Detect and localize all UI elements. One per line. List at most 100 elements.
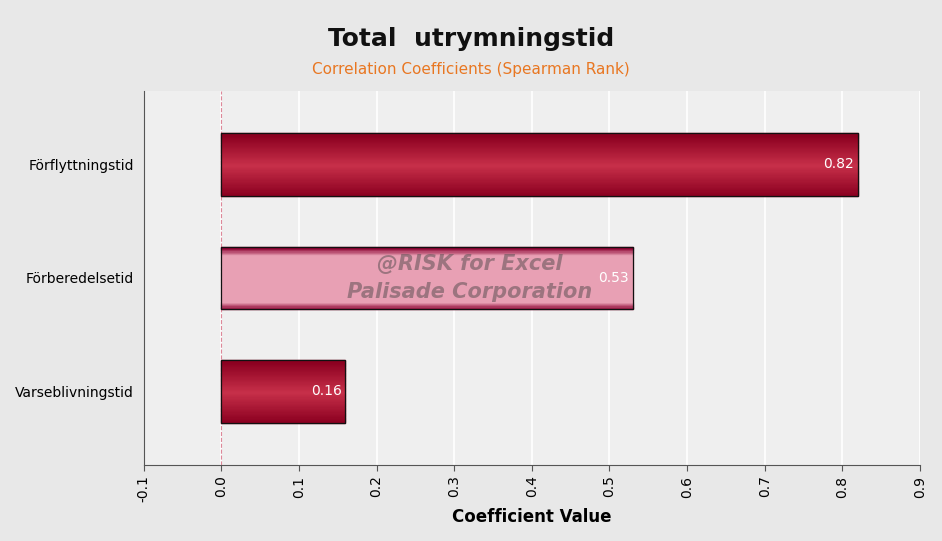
Bar bbox=[221, 294, 633, 295]
Bar bbox=[221, 288, 633, 289]
Bar bbox=[221, 149, 858, 151]
Bar bbox=[221, 143, 858, 144]
Bar bbox=[221, 394, 346, 395]
Text: Total  utrymningstid: Total utrymningstid bbox=[328, 27, 614, 51]
Bar bbox=[221, 283, 633, 284]
Bar bbox=[221, 407, 346, 409]
Bar bbox=[221, 280, 633, 282]
Bar bbox=[221, 389, 346, 390]
Bar bbox=[221, 303, 633, 304]
Bar bbox=[221, 167, 858, 168]
Bar bbox=[221, 142, 858, 143]
Bar bbox=[221, 262, 633, 263]
Bar bbox=[221, 418, 346, 419]
Bar bbox=[221, 397, 346, 398]
Bar bbox=[221, 382, 346, 384]
Bar bbox=[221, 421, 346, 423]
Bar bbox=[221, 393, 346, 394]
Bar bbox=[221, 404, 346, 405]
Bar bbox=[221, 375, 346, 377]
Bar bbox=[221, 156, 858, 157]
Bar bbox=[221, 263, 633, 264]
Bar bbox=[221, 308, 633, 309]
Bar bbox=[221, 377, 346, 378]
Bar bbox=[221, 379, 346, 380]
Bar bbox=[221, 133, 858, 135]
Bar bbox=[221, 279, 633, 280]
Bar bbox=[221, 306, 633, 307]
Bar bbox=[221, 399, 346, 400]
Bar bbox=[221, 409, 346, 410]
Bar bbox=[221, 410, 346, 411]
Bar bbox=[221, 147, 858, 148]
Bar bbox=[221, 146, 858, 147]
Bar bbox=[221, 194, 858, 196]
Bar bbox=[221, 144, 858, 146]
Bar bbox=[221, 152, 858, 153]
Bar bbox=[221, 419, 346, 420]
Bar bbox=[221, 395, 346, 397]
Bar bbox=[221, 137, 858, 138]
Bar bbox=[221, 405, 346, 406]
Bar bbox=[221, 390, 346, 391]
Text: 0.53: 0.53 bbox=[598, 271, 629, 285]
Bar bbox=[221, 388, 346, 389]
Bar bbox=[221, 266, 633, 267]
Bar bbox=[221, 360, 346, 361]
Bar bbox=[221, 273, 633, 274]
Bar bbox=[221, 302, 633, 303]
Bar bbox=[221, 292, 633, 293]
Bar bbox=[221, 298, 633, 299]
Bar bbox=[221, 173, 858, 174]
Bar bbox=[221, 299, 633, 300]
Bar bbox=[221, 274, 633, 275]
Bar bbox=[221, 403, 346, 404]
Bar bbox=[221, 365, 346, 366]
Bar bbox=[221, 287, 633, 288]
Bar bbox=[221, 304, 633, 306]
Bar bbox=[221, 307, 633, 308]
Bar bbox=[221, 361, 346, 362]
Bar bbox=[221, 151, 858, 152]
Bar bbox=[221, 178, 858, 180]
Bar bbox=[221, 272, 633, 273]
Bar bbox=[221, 415, 346, 417]
Bar bbox=[221, 172, 858, 173]
Bar bbox=[221, 286, 633, 287]
Bar bbox=[221, 401, 346, 403]
Bar bbox=[221, 368, 346, 369]
Bar bbox=[221, 192, 858, 193]
Bar bbox=[221, 249, 633, 250]
Bar bbox=[221, 247, 633, 309]
Bar bbox=[221, 364, 346, 365]
Bar bbox=[221, 260, 633, 262]
Bar bbox=[221, 267, 633, 268]
X-axis label: Coefficient Value: Coefficient Value bbox=[452, 508, 611, 526]
Bar bbox=[221, 374, 346, 375]
Bar bbox=[221, 177, 858, 178]
Bar bbox=[221, 254, 633, 255]
Bar bbox=[221, 259, 633, 260]
Bar bbox=[221, 269, 633, 270]
Bar bbox=[221, 275, 633, 276]
Bar bbox=[221, 278, 633, 279]
Bar bbox=[221, 258, 633, 259]
Bar bbox=[221, 166, 858, 167]
Bar bbox=[221, 252, 633, 253]
Bar bbox=[221, 385, 346, 386]
Bar bbox=[221, 264, 633, 266]
Bar bbox=[221, 268, 633, 269]
Bar bbox=[221, 162, 858, 163]
Bar bbox=[221, 176, 858, 177]
Bar bbox=[221, 174, 858, 176]
Bar bbox=[221, 140, 858, 141]
Bar bbox=[221, 163, 858, 164]
Bar bbox=[221, 380, 346, 381]
Bar bbox=[221, 190, 858, 192]
Bar bbox=[221, 276, 633, 278]
Bar bbox=[221, 250, 633, 252]
Bar bbox=[221, 184, 858, 186]
Bar bbox=[221, 187, 858, 188]
Bar bbox=[221, 181, 858, 182]
Bar bbox=[221, 411, 346, 413]
